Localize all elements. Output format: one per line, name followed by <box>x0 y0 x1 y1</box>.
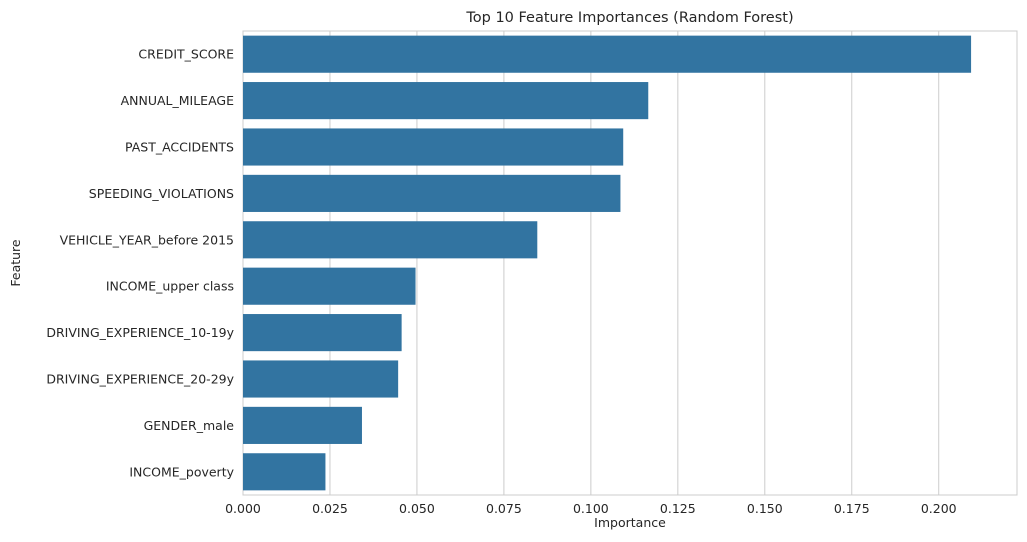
y-tick-label: DRIVING_EXPERIENCE_20-29y <box>46 372 234 387</box>
bar <box>243 35 972 73</box>
y-tick-label: INCOME_poverty <box>129 464 234 479</box>
x-tick-label: 0.125 <box>660 501 696 516</box>
bar <box>243 360 399 398</box>
x-axis-title: Importance <box>594 515 666 530</box>
bar <box>243 221 538 259</box>
x-tick-label: 0.000 <box>225 501 261 516</box>
x-tick-label: 0.150 <box>747 501 783 516</box>
bar <box>243 406 362 444</box>
y-tick-label: DRIVING_EXPERIENCE_10-19y <box>46 325 234 340</box>
y-tick-label: SPEEDING_VIOLATIONS <box>89 186 234 201</box>
bar <box>243 128 624 166</box>
x-tick-label: 0.200 <box>921 501 957 516</box>
bar <box>243 314 402 352</box>
y-tick-label: VEHICLE_YEAR_before 2015 <box>60 232 234 247</box>
y-tick-label: ANNUAL_MILEAGE <box>121 93 235 108</box>
x-tick-label: 0.175 <box>834 501 870 516</box>
x-tick-label: 0.025 <box>312 501 348 516</box>
y-tick-label: INCOME_upper class <box>106 279 234 294</box>
y-tick-labels: CREDIT_SCORE ANNUAL_MILEAGE PAST_ACCIDENTS… <box>46 47 234 480</box>
x-tick-label: 0.050 <box>399 501 435 516</box>
bars <box>243 35 972 491</box>
x-tick-label: 0.075 <box>486 501 522 516</box>
y-tick-label: GENDER_male <box>144 418 235 433</box>
x-tick-labels: 0.000 0.025 0.050 0.075 0.100 0.125 0.150 0.175… <box>225 501 957 516</box>
bar <box>243 82 649 120</box>
x-tick-label: 0.100 <box>573 501 609 516</box>
bar <box>243 453 326 491</box>
y-tick-label: CREDIT_SCORE <box>138 47 234 62</box>
bar <box>243 267 416 305</box>
chart-title: Top 10 Feature Importances (Random Fores… <box>465 10 793 26</box>
bar <box>243 174 621 212</box>
plot-frame <box>242 30 1018 496</box>
y-tick-label: PAST_ACCIDENTS <box>125 140 234 155</box>
y-axis-title: Feature <box>8 239 23 287</box>
